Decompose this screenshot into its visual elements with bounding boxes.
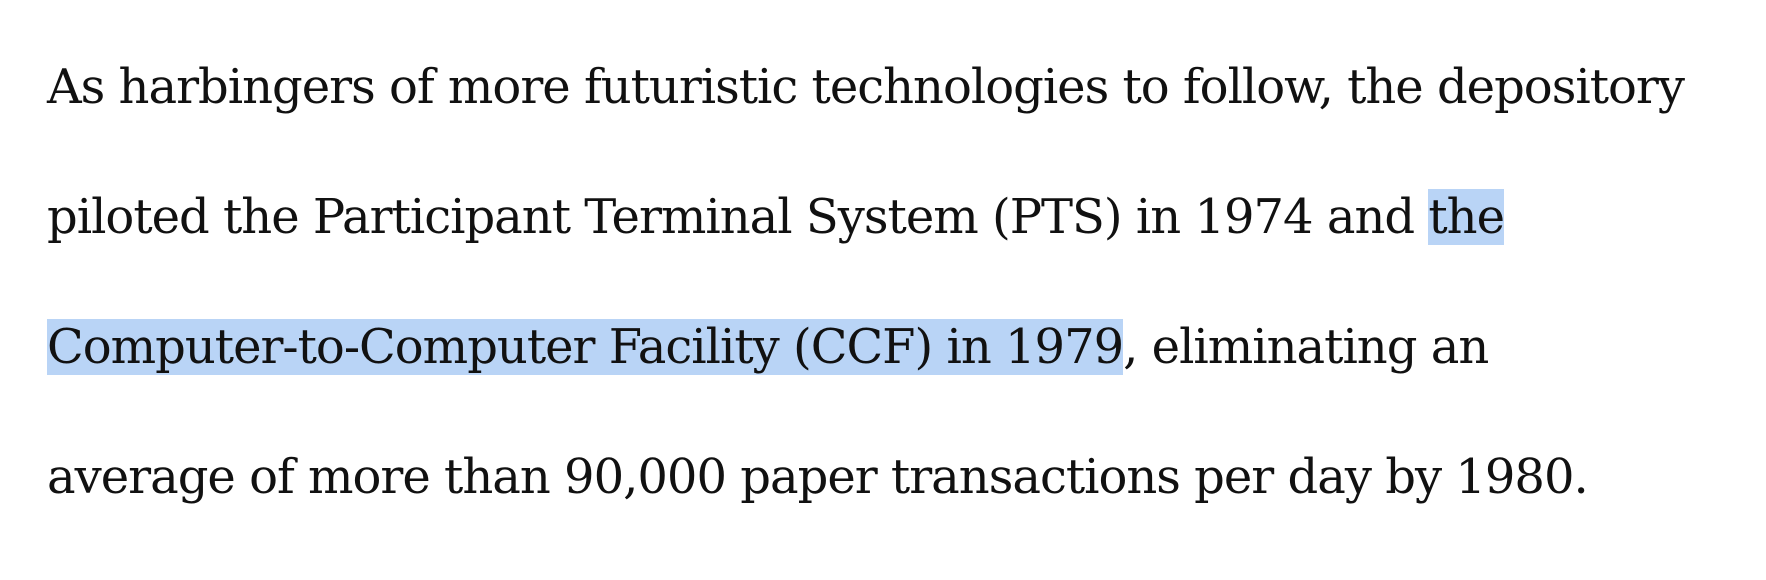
paragraph-line-3: Computer-to-Computer Facility (CCF) in 1… — [47, 314, 1489, 380]
paragraph-line-2: piloted the Participant Terminal System … — [47, 184, 1505, 250]
text-run: piloted the Participant Terminal System … — [47, 189, 1429, 245]
selected-text[interactable]: Computer-to-Computer Facility (CCF) in 1… — [47, 319, 1124, 375]
selected-text[interactable]: the — [1428, 189, 1505, 245]
text-run: , eliminating an — [1123, 319, 1489, 375]
paragraph-line-4: average of more than 90,000 paper transa… — [47, 444, 1589, 510]
text-run: average of more than 90,000 paper transa… — [47, 449, 1589, 505]
paragraph-line-1: As harbingers of more futuristic technol… — [47, 54, 1685, 120]
text-run: As harbingers of more futuristic technol… — [47, 59, 1685, 115]
